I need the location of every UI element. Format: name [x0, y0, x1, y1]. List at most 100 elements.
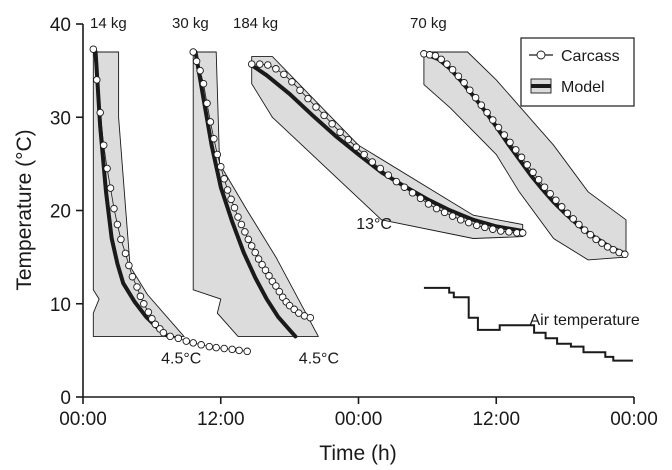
- carcass-point-3-9: [471, 93, 480, 102]
- carcass-point-3-2: [431, 51, 440, 60]
- carcass-point-2-11: [336, 128, 344, 136]
- carcass-point-1-4: [203, 99, 211, 108]
- carcass-point-3-23: [552, 196, 560, 204]
- carcass-point-3-21: [540, 183, 549, 191]
- y-axis-title: Temperature (°C): [13, 129, 36, 290]
- annotation-0: 4.5°C: [161, 350, 201, 367]
- carcass-point-0-7: [113, 220, 122, 229]
- carcass-point-0-23: [189, 339, 197, 347]
- x-tick-label-1: 12:00: [197, 409, 245, 430]
- carcass-point-2-20: [408, 189, 417, 197]
- carcass-point-2-13: [352, 143, 360, 151]
- carcass-point-2-12: [344, 135, 352, 144]
- carcass-point-3-28: [580, 226, 589, 234]
- carcass-point-0-10: [125, 261, 133, 270]
- group-label-1: 30 kg: [172, 15, 209, 32]
- carcass-point-0-2: [96, 108, 104, 117]
- y-axis-ticks: 0 10 20 30 40: [50, 15, 83, 409]
- carcass-point-2-5: [288, 78, 296, 86]
- carcass-point-3-5: [448, 65, 457, 74]
- x-tick-label-3: 12:00: [472, 409, 520, 430]
- carcass-point-3-24: [557, 203, 566, 211]
- group-label-2: 184 kg: [233, 15, 278, 32]
- carcass-point-1-10: [223, 186, 232, 194]
- carcass-point-3-20: [534, 175, 543, 184]
- carcass-point-2-32: [505, 228, 513, 236]
- carcass-point-2-34: [518, 229, 527, 237]
- carcass-point-2-25: [448, 212, 457, 220]
- carcass-point-3-30: [592, 235, 600, 244]
- carcass-point-0-8: [117, 235, 125, 244]
- carcass-point-0-12: [133, 283, 141, 291]
- carcass-point-1-16: [244, 235, 253, 244]
- carcass-point-0-4: [103, 164, 111, 173]
- carcass-point-3-11: [483, 108, 491, 117]
- carcass-point-2-21: [416, 194, 425, 203]
- carcass-point-2-1: [256, 60, 264, 68]
- carcass-point-1-22: [265, 272, 273, 280]
- carcass-point-2-0: [247, 60, 256, 68]
- carcass-point-1-0: [189, 48, 197, 56]
- air-temperature-series: [423, 286, 633, 362]
- carcass-point-2-24: [440, 208, 449, 217]
- carcass-point-0-20: [166, 332, 174, 341]
- y-tick-label-4: 40: [50, 15, 71, 36]
- carcass-point-3-6: [454, 72, 463, 80]
- carcass-point-1-2: [196, 66, 204, 75]
- y-tick-label-3: 30: [50, 108, 71, 129]
- carcass-point-0-11: [128, 272, 137, 281]
- carcass-point-3-27: [575, 220, 583, 229]
- carcass-point-2-4: [280, 70, 288, 79]
- carcass-point-0-29: [235, 346, 243, 355]
- carcass-point-0-19: [159, 328, 168, 337]
- carcass-point-0-30: [243, 347, 251, 356]
- carcass-point-2-9: [320, 111, 328, 120]
- carcass-point-3-17: [517, 153, 526, 162]
- carcass-point-3-7: [460, 78, 468, 87]
- group-label-0: 14 kg: [90, 15, 127, 32]
- carcass-point-2-8: [312, 103, 320, 111]
- carcass-point-3-35: [621, 250, 629, 259]
- carcass-point-2-27: [464, 218, 473, 227]
- carcass-point-3-22: [546, 189, 554, 198]
- legend: Carcass Model: [520, 37, 635, 107]
- carcass-point-0-15: [144, 308, 153, 316]
- x-tick-label-4: 00:00: [610, 409, 658, 430]
- model-line-2: [250, 64, 525, 233]
- group-label-3: 70 kg: [410, 15, 447, 32]
- carcass-point-2-30: [489, 225, 497, 233]
- legend-carcass-marker: [536, 50, 546, 60]
- carcass-point-2-18: [392, 177, 401, 186]
- carcass-point-3-12: [489, 116, 497, 124]
- carcass-point-3-25: [563, 209, 572, 218]
- carcass-point-3-10: [477, 101, 486, 109]
- carcass-point-1-6: [210, 134, 218, 143]
- carcass-point-1-9: [220, 175, 228, 183]
- air-temperature-line: [423, 286, 633, 362]
- x-tick-label-0: 00:00: [59, 409, 107, 430]
- carcass-point-1-12: [230, 203, 239, 212]
- carcass-point-0-14: [140, 300, 148, 308]
- annotations: 4.5°C 4.5°C 13°C Air temperature: [161, 216, 640, 367]
- carcass-point-2-15: [368, 158, 377, 166]
- carcass-point-3-3: [437, 55, 445, 64]
- carcass-point-3-16: [512, 146, 520, 154]
- legend-carcass-label: Carcass: [561, 48, 620, 65]
- carcass-point-1-21: [261, 266, 270, 274]
- carcass-point-2-7: [304, 94, 312, 103]
- carcass-point-1-32: [306, 313, 315, 322]
- carcass-point-0-13: [136, 292, 145, 301]
- carcass-point-0-5: [106, 184, 115, 192]
- carcass-point-2-29: [481, 223, 489, 232]
- carcass-point-1-19: [254, 255, 263, 263]
- x-axis-title: Time (h): [319, 442, 396, 465]
- y-tick-label-1: 10: [50, 295, 71, 316]
- carcass-point-1-14: [237, 220, 246, 229]
- carcass-point-0-17: [151, 320, 160, 329]
- carcass-point-0-21: [174, 334, 183, 343]
- carcass-point-0-1: [93, 76, 101, 84]
- carcass-point-3-18: [523, 161, 531, 169]
- carcass-point-2-14: [360, 150, 368, 159]
- carcass-point-0-0: [89, 45, 98, 53]
